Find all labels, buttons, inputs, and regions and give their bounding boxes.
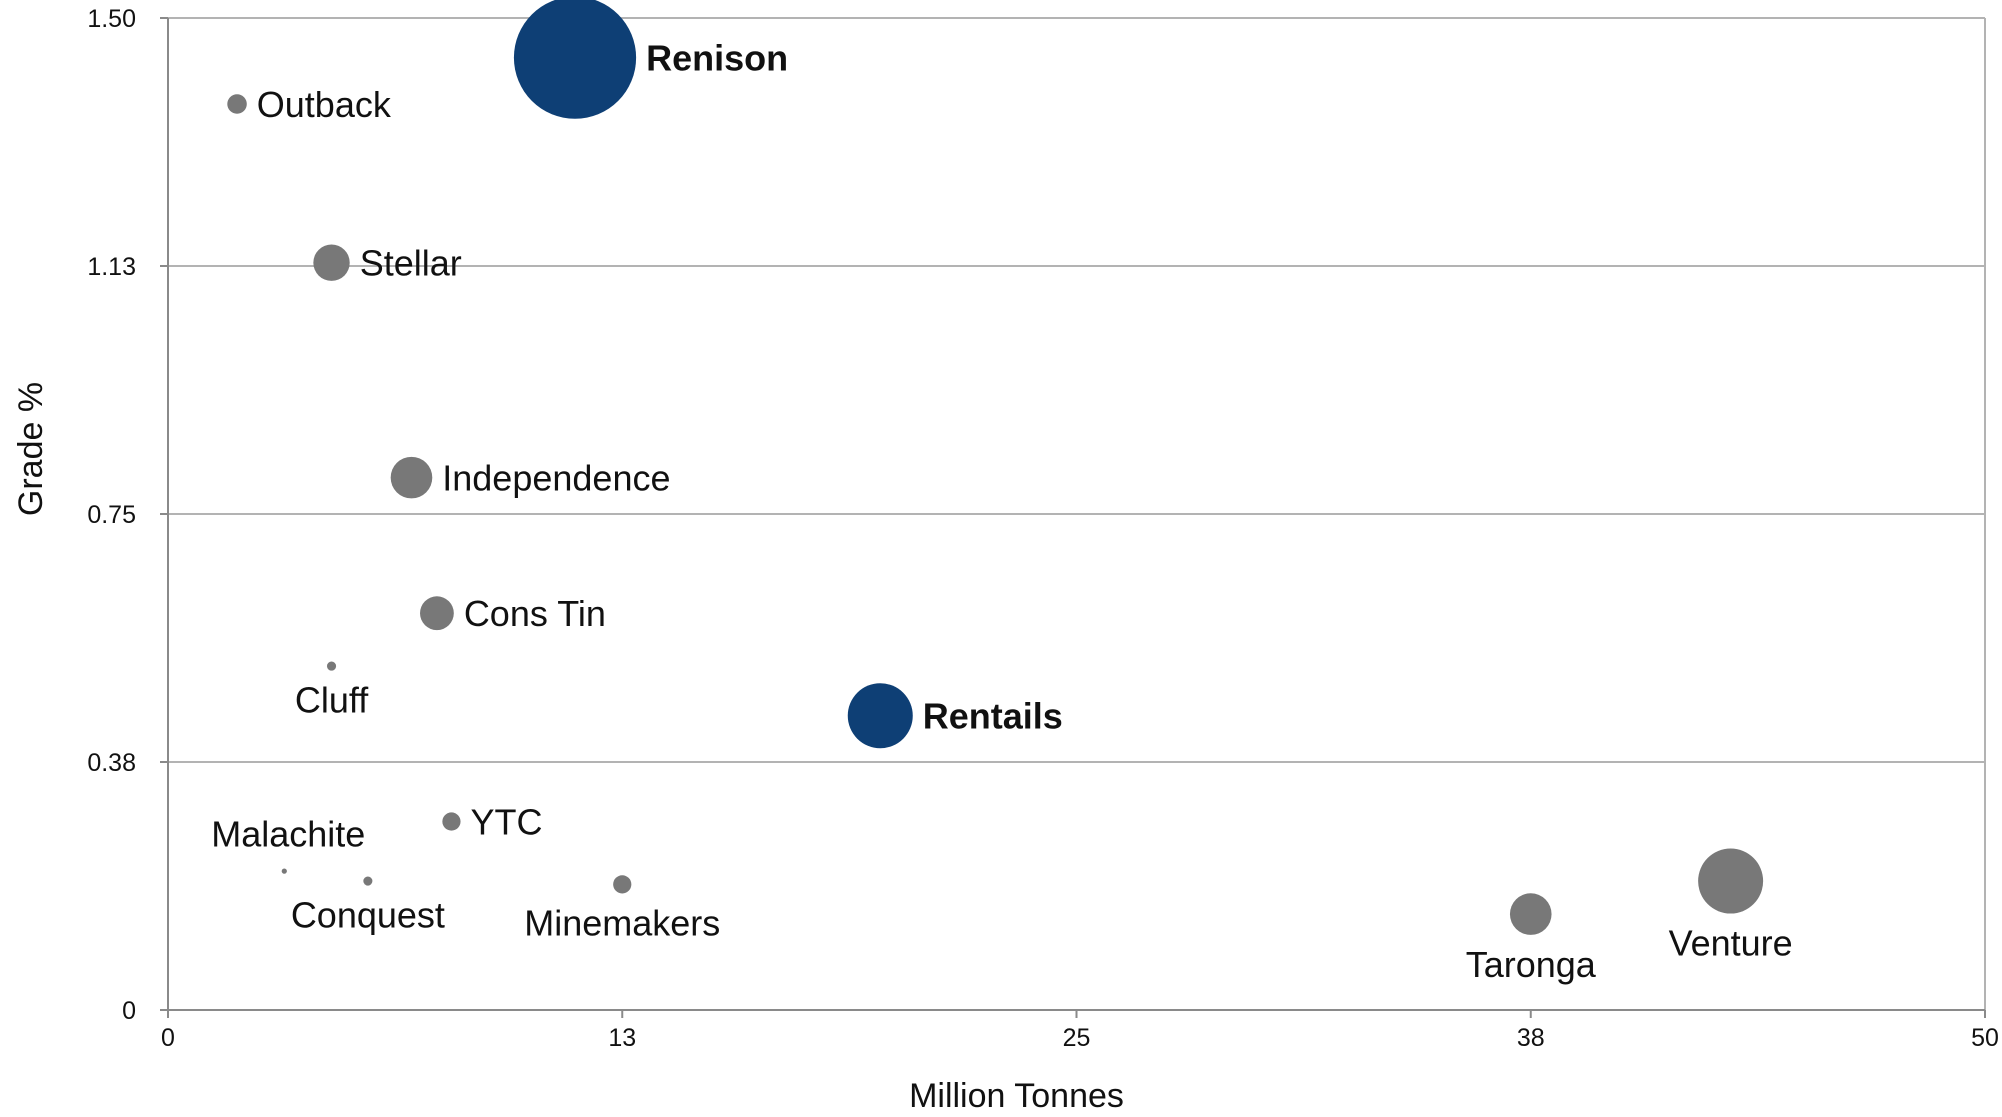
y-tick-label: 0.75 [87,501,136,529]
bubble-venture [1698,848,1764,914]
y-tick-labels: 0 0.38 0.75 1.13 1.50 [87,5,168,1025]
bubble-ytc [442,812,461,831]
bubble-renison [513,0,637,119]
y-tick-label: 1.13 [87,253,136,281]
bubble-outback [227,94,247,114]
bubble-malachite [281,868,287,874]
y-tick-label: 1.50 [87,5,136,33]
bubble-cluff [326,661,337,671]
x-tick-label: 38 [1517,1024,1545,1052]
x-axis-title: Million Tonnes [909,1077,1124,1115]
bubble-label: Cons Tin [464,593,606,634]
bubble-label: Cluff [295,680,369,721]
bubble-minemakers [613,875,632,894]
bubble-stellar [313,244,350,281]
bubble-rentails [847,683,913,749]
bubble-independence [390,456,433,499]
bubble-label: Taronga [1466,944,1597,985]
bubble-label: Venture [1669,923,1793,964]
bubble-label: Conquest [291,895,445,936]
bubble-conquest [363,876,373,886]
bubble-label: Independence [442,458,670,499]
bubbles [227,0,1764,935]
y-axis-title: Grade % [12,382,50,516]
bubble-label: Renison [646,38,788,79]
gridlines [168,17,1986,1010]
bubble-cons-tin [420,596,454,631]
y-tick-label: 0.38 [87,749,136,777]
bubble-taronga [1509,893,1552,935]
y-tick-label: 0 [122,997,136,1025]
bubble-label: Outback [257,84,392,125]
x-tick-label: 0 [161,1024,175,1052]
x-tick-labels: 0 13 25 38 50 [161,1010,1999,1052]
x-tick-label: 13 [608,1024,636,1052]
bubble-label: Rentails [923,696,1063,737]
bubble-label: Minemakers [524,902,720,943]
x-tick-label: 50 [1971,1024,1999,1052]
bubble-label: Stellar [360,243,462,284]
bubble-labels: Renison Outback Stellar Independence Cons Ti… [211,38,1792,985]
bubble-label: Malachite [211,814,365,855]
x-tick-label: 25 [1063,1024,1091,1052]
bubble-label: YTC [471,802,543,843]
